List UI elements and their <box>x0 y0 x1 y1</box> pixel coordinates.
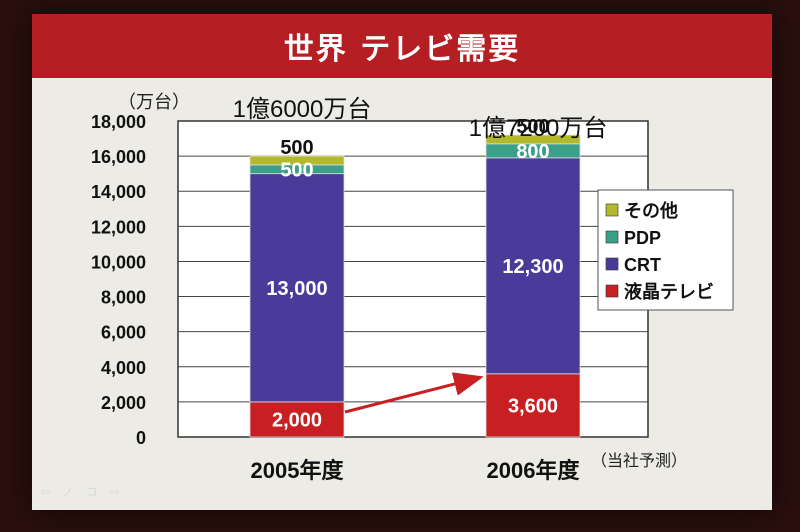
data-label: 500 <box>280 159 313 181</box>
slide-navigation: ⇦ ノ コ ⇨ <box>40 485 124 499</box>
bar-segment <box>485 157 581 375</box>
legend-label: CRT <box>624 255 661 275</box>
bar-segment <box>249 155 345 166</box>
y-tick-label: 4,000 <box>101 358 146 378</box>
y-tick-label: 0 <box>136 428 146 448</box>
data-label: 800 <box>516 141 549 163</box>
data-label: 3,600 <box>508 395 558 417</box>
legend-swatch <box>605 284 619 298</box>
total-label: 1億7200万台 <box>469 115 608 142</box>
bar-segment <box>249 173 345 403</box>
legend-label: その他 <box>624 200 678 221</box>
y-unit-label: （万台） <box>118 92 190 112</box>
legend-label: PDP <box>624 228 661 248</box>
y-tick-label: 12,000 <box>91 217 146 237</box>
data-label: 12,300 <box>502 256 563 278</box>
x-category-label: 2006年度 <box>487 458 581 483</box>
y-tick-label: 14,000 <box>91 182 146 202</box>
bar-segment <box>485 134 581 145</box>
data-label: 500 <box>280 137 313 159</box>
x-category-label: 2005年度 <box>251 458 345 483</box>
y-tick-label: 16,000 <box>91 147 146 167</box>
category-note: （当社予測） <box>591 452 687 470</box>
legend-label: 液晶テレビ <box>624 281 714 302</box>
legend-swatch <box>605 203 619 217</box>
data-label: 13,000 <box>266 278 327 300</box>
legend-swatch <box>605 230 619 244</box>
y-tick-label: 8,000 <box>101 288 146 308</box>
bar-segment <box>249 401 345 438</box>
y-tick-label: 10,000 <box>91 252 146 272</box>
data-label: 500 <box>516 116 549 138</box>
y-tick-label: 6,000 <box>101 323 146 343</box>
slide-title: 世界 テレビ需要 <box>283 32 521 67</box>
y-tick-label: 18,000 <box>91 112 146 132</box>
title-bar: 世界 テレビ需要 <box>32 14 772 78</box>
growth-arrow <box>344 372 484 414</box>
legend-box <box>597 189 734 311</box>
y-tick-label: 2,000 <box>101 393 146 413</box>
legend-swatch <box>605 257 619 271</box>
total-label: 1億6000万台 <box>233 96 372 123</box>
data-label: 2,000 <box>272 409 322 431</box>
